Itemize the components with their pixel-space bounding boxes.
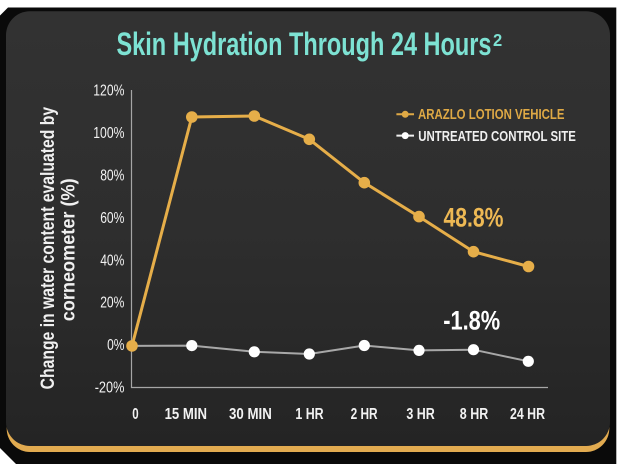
svg-text:8 HR: 8 HR bbox=[460, 406, 489, 423]
svg-text:corneometer (%): corneometer (%) bbox=[59, 178, 80, 321]
svg-text:24 HR: 24 HR bbox=[510, 406, 545, 423]
svg-text:15 MIN: 15 MIN bbox=[165, 406, 207, 423]
svg-text:20%: 20% bbox=[100, 295, 124, 312]
svg-text:Change in water content evalua: Change in water content evaluated by bbox=[38, 107, 59, 390]
svg-text:0: 0 bbox=[132, 406, 138, 423]
svg-text:48.8%: 48.8% bbox=[444, 203, 504, 233]
svg-text:100%: 100% bbox=[93, 125, 124, 142]
svg-text:120%: 120% bbox=[93, 82, 124, 99]
svg-text:Skin Hydration Through 24 Hour: Skin Hydration Through 24 Hours bbox=[117, 25, 492, 62]
svg-text:-1.8%: -1.8% bbox=[443, 305, 500, 335]
svg-text:40%: 40% bbox=[100, 252, 124, 269]
svg-text:UNTREATED CONTROL SITE: UNTREATED CONTROL SITE bbox=[418, 128, 576, 145]
svg-text:80%: 80% bbox=[100, 167, 124, 184]
svg-text:2 HR: 2 HR bbox=[351, 406, 378, 423]
svg-text:ARAZLO LOTION VEHICLE: ARAZLO LOTION VEHICLE bbox=[418, 106, 565, 123]
svg-text:0%: 0% bbox=[107, 337, 124, 354]
svg-text:60%: 60% bbox=[100, 210, 124, 227]
svg-text:2: 2 bbox=[493, 30, 502, 50]
svg-text:-20%: -20% bbox=[95, 380, 125, 397]
svg-text:1 HR: 1 HR bbox=[295, 406, 324, 423]
svg-text:30 MIN: 30 MIN bbox=[229, 406, 272, 423]
svg-text:3 HR: 3 HR bbox=[406, 406, 435, 423]
